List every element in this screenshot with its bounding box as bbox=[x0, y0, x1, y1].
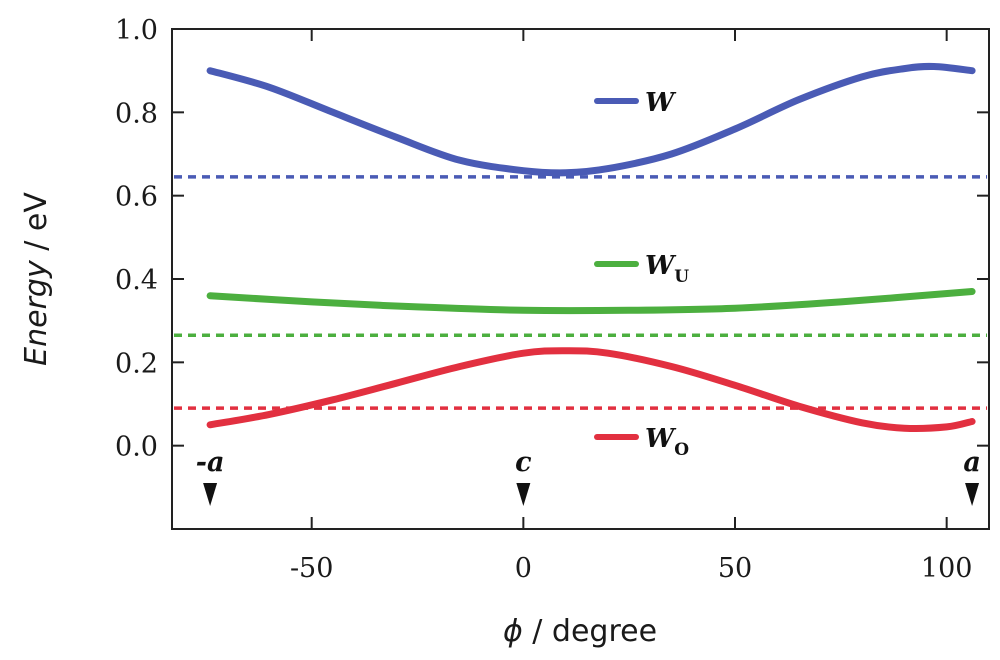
legend-label-w: W bbox=[645, 88, 677, 118]
series-line-w bbox=[206, 62, 976, 177]
series-line-wo bbox=[206, 347, 976, 432]
marker-label: -a bbox=[196, 447, 225, 478]
legend-label-wo: WO bbox=[645, 424, 689, 460]
reference-lines bbox=[174, 175, 987, 410]
axis-ticks: -50 0 50 100 0.0 0.2 0.4 0.6 0.8 1.0 bbox=[115, 15, 989, 584]
x-axis-symbol: ϕ bbox=[503, 614, 523, 649]
y-tick-label: 1.0 bbox=[115, 15, 158, 46]
marker-arrow-0 bbox=[203, 483, 218, 506]
y-tick-label: 0.8 bbox=[115, 98, 158, 129]
marker-label: a bbox=[963, 447, 981, 478]
y-tick-label: 0.0 bbox=[115, 432, 158, 463]
legend-label-wu: WU bbox=[645, 251, 689, 287]
marker-arrow-1 bbox=[516, 483, 531, 506]
y-tick-label: 0.2 bbox=[115, 348, 158, 379]
legend-label-wu-sub: U bbox=[674, 267, 689, 287]
series-line-wu bbox=[206, 288, 976, 315]
legend-label-w-name: W bbox=[645, 88, 677, 118]
legend-label-wu-name: W bbox=[645, 251, 677, 281]
x-tick-label: -50 bbox=[290, 553, 333, 584]
position-markers: -a c a bbox=[196, 447, 981, 506]
y-axis-title: Energy / eV bbox=[19, 192, 54, 366]
y-axis-unit: / eV bbox=[19, 192, 54, 261]
x-tick-label: 0 bbox=[515, 553, 532, 584]
marker-label: c bbox=[515, 447, 531, 478]
legend-label-wo-sub: O bbox=[674, 440, 689, 460]
x-axis-unit: / degree bbox=[523, 614, 657, 649]
marker-arrow-2 bbox=[965, 483, 980, 506]
x-tick-label: 50 bbox=[718, 553, 752, 584]
x-tick-label: 100 bbox=[921, 553, 973, 584]
x-axis-title: ϕ / degree bbox=[503, 614, 657, 649]
series-lines bbox=[206, 62, 976, 432]
legend-label-wo-name: W bbox=[645, 424, 677, 454]
plot-frame bbox=[171, 28, 990, 530]
y-tick-label: 0.4 bbox=[115, 265, 158, 296]
y-tick-label: 0.6 bbox=[115, 182, 158, 213]
legend: W WU WO bbox=[594, 88, 689, 460]
y-axis-variable: Energy bbox=[19, 259, 54, 366]
